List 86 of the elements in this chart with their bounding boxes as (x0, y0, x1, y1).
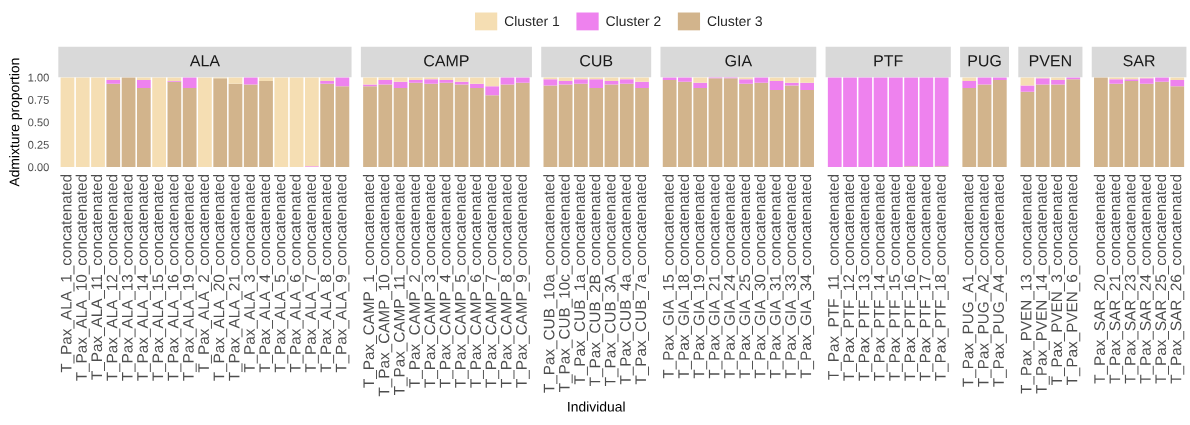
x-tick-label: T_Pax_SAR_23_concatenated (1124, 174, 1139, 384)
x-tick-label: T_Pax_CAMP_5_concatenated (454, 174, 469, 388)
x-tick-label: T_Pax_ALA_13_concatenated (121, 174, 136, 381)
x-tick-label: T_Pax_CAMP_10_concatenated (378, 174, 393, 397)
x-tick-label: T_Pax_CUB_3A_concatenated (604, 174, 619, 386)
x-tick-label: T_Pax_CAMP_2_concatenated (408, 174, 423, 388)
x-tick-label: T_Pax_CUB_10a_concatenated (543, 174, 558, 393)
chart-title: ALA (189, 55, 220, 67)
x-tick-label: T_Pax_SAR_25_concatenated (1154, 174, 1169, 384)
x-tick-label: T_Pax_ALA_11_concatenated (90, 174, 106, 380)
x-tick-label: T_Pax_GIA_18_concatenated (677, 174, 692, 379)
x-tick-label: T_Pax_CAMP_11_concatenated (393, 174, 408, 396)
chart-title: GIA (725, 55, 753, 67)
x-tick-label: T_Pax_ALA_3_concatenated (243, 174, 258, 373)
x-tick-label: T_Pax_SAR_21_concatenated (1109, 174, 1124, 384)
x-tick-label: T_Pax_ALA_5_concatenated (274, 174, 289, 373)
y-tick-label: 1.00 (28, 73, 49, 82)
x-tick-label: T_Pax_ALA_14_concatenated (136, 174, 151, 381)
x-tick-label: T_Pax_ALA_7_concatenated (304, 174, 319, 373)
x-tick-label: T_Pax_ALA_8_concatenated (320, 174, 335, 373)
x-tick-label: T_Pax_SAR_24_concatenated (1139, 174, 1154, 384)
x-tick-label: T_Pax_ALA_15_concatenated (151, 174, 167, 381)
x-tick-label: T_Pax_GIA_19_concatenated (693, 174, 708, 379)
x-axis-title: Individual (568, 401, 625, 412)
x-tick-label: T_Pax_GIA_21_concatenated (708, 174, 723, 379)
legend-label: Cluster 3 (707, 15, 762, 27)
x-tick-label: T_Pax_PTF_17_concatenated (919, 174, 934, 381)
x-tick-label: T_Pax_CUB_7a_concatenated (634, 174, 650, 385)
x-tick-label: T_Pax_GIA_31_concatenated (769, 174, 784, 379)
x-tick-label: T_Pax_PTF_12_concatenated (842, 174, 857, 381)
x-tick-label: T_Pax_CAMP_6_concatenated (469, 174, 484, 388)
x-tick-label: T_Pax_PTF_18_concatenated (934, 174, 949, 381)
y-tick-label: 0.50 (28, 118, 49, 127)
x-tick-label: T_Pax_CUB_2B_concatenated (589, 174, 604, 386)
x-tick-label: T_Pax_CAMP_3_concatenated (423, 174, 439, 388)
chart-title: CUB (580, 55, 613, 67)
x-tick-label: T_Pax_PVEN_3_concatenated (1050, 174, 1065, 386)
y-tick-label: 0.25 (28, 140, 49, 149)
x-tick-label: T_Pax_PVEN_13_concatenated (1020, 174, 1035, 394)
x-tick-label: T_Pax_ALA_1_concatenated (60, 174, 75, 373)
x-tick-label: T_Pax_PTF_15_concatenated (888, 174, 903, 381)
x-tick-label: T_Pax_GIA_34_concatenated (799, 174, 815, 379)
x-tick-label: T_Pax_CAMP_8_concatenated (500, 174, 515, 388)
x-tick-label: T_Pax_ALA_12_concatenated (106, 174, 121, 381)
x-tick-label: T_Pax_ALA_21_concatenated (228, 174, 243, 381)
x-tick-label: T_Pax_PUG_A1_concatenated (962, 174, 977, 387)
x-tick-label: T_Pax_ALA_10_concatenated (75, 174, 90, 381)
y-tick-label: 0.00 (28, 163, 49, 172)
x-tick-label: T_Pax_ALA_9_concatenated (335, 174, 350, 373)
chart-title: PVEN (1029, 55, 1071, 67)
x-tick-label: T_Pax_CUB_4a_concatenated (619, 174, 634, 385)
y-tick-label: 0.75 (28, 96, 49, 104)
chart-title: PTF (874, 55, 903, 67)
x-tick-label: T_Pax_ALA_4_concatenated (258, 174, 274, 373)
x-tick-label: T_Pax_SAR_20_concatenated (1093, 174, 1108, 384)
x-tick-label: T_Pax_ALA_16_concatenated (167, 174, 182, 381)
x-tick-label: T_Pax_GIA_33_concatenated (784, 174, 799, 379)
x-tick-label: T_Pax_CAMP_4_concatenated (439, 174, 454, 388)
x-tick-label: T_Pax_ALA_19_concatenated (182, 174, 197, 381)
chart-title: CAMP (424, 55, 469, 67)
x-tick-label: T_Pax_SAR_26_concatenated (1170, 174, 1185, 384)
x-tick-label: T_Pax_CUB_10c_concatenated (558, 174, 573, 392)
x-tick-label: T_Pax_GIA_25_concatenated (738, 174, 753, 379)
x-tick-label: T_Pax_PUG_A2_concatenated (977, 174, 992, 387)
x-tick-label: T_Pax_GIA_24_concatenated (723, 174, 738, 379)
chart-title: SAR (1123, 55, 1155, 67)
x-tick-label: T_Pax_CUB_1a_concatenated (573, 174, 588, 385)
x-tick-label: T_Pax_PVEN_14_concatenated (1035, 174, 1050, 394)
x-tick-label: T_Pax_PVEN_6_concatenated (1066, 174, 1081, 386)
x-tick-label: T_Pax_ALA_6_concatenated (289, 174, 304, 373)
x-tick-label: T_Pax_ALA_2_concatenated (197, 174, 212, 373)
x-tick-label: T_Pax_ALA_20_concatenated (213, 174, 228, 381)
x-tick-label: T_Pax_CAMP_9_concatenated (515, 174, 530, 388)
legend-label: Cluster 1 (504, 15, 560, 27)
x-tick-label: T_Pax_PTF_14_concatenated (873, 174, 888, 381)
chart-title: PUG (968, 55, 1001, 67)
x-tick-label: T_Pax_PTF_16_concatenated (903, 174, 919, 381)
x-tick-label: T_Pax_PTF_13_concatenated (858, 174, 873, 381)
x-tick-label: T_Pax_GIA_15_concatenated (662, 174, 677, 379)
x-tick-label: T_Pax_GIA_30_concatenated (754, 174, 769, 379)
legend-label: Cluster 2 (606, 15, 661, 27)
y-axis-title: Admixture proportion (9, 58, 23, 187)
x-tick-label: T_Pax_PTF_11_concatenated (827, 174, 842, 380)
x-tick-label: T_Pax_PUG_A4_concatenated (992, 174, 1007, 387)
x-tick-label: T_Pax_CAMP_7_concatenated (485, 174, 500, 388)
x-tick-label: T_Pax_CAMP_1_concatenated (362, 174, 378, 388)
